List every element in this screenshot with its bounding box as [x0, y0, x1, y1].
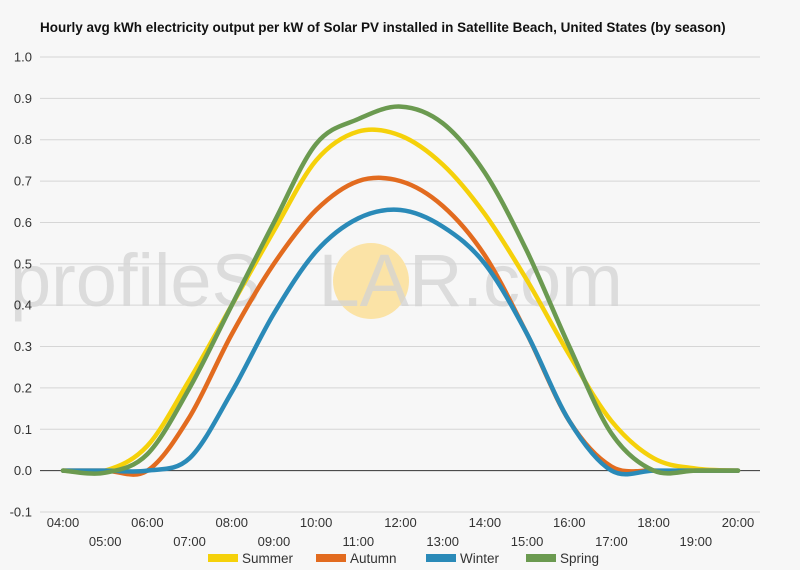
x-tick-label: 20:00 [722, 515, 755, 530]
x-tick-label: 19:00 [680, 534, 713, 549]
y-tick-label: 0.5 [14, 256, 32, 271]
y-tick-label: 1.0 [14, 50, 32, 65]
x-tick-label: 13:00 [426, 534, 459, 549]
x-axis: 04:00 05:00 06:00 07:00 08:00 09:00 10:00 11:00… [47, 515, 755, 549]
legend-label: Spring [560, 551, 599, 566]
x-tick-label: 15:00 [511, 534, 544, 549]
watermark: profileSOLAR.com [10, 239, 623, 322]
y-axis: 1.0 0.9 0.8 0.7 0.6 0.5 0.4 0.3 0.2 0.1 0.0 -0.1 [10, 50, 32, 520]
y-tick-label: -0.1 [10, 505, 32, 520]
y-tick-label: 0.2 [14, 380, 32, 395]
y-tick-label: 0.8 [14, 132, 32, 147]
y-tick-label: 0.4 [14, 298, 32, 313]
watermark-sun-icon [333, 243, 409, 319]
legend-item-autumn[interactable]: Autumn [316, 551, 397, 566]
x-tick-label: 14:00 [469, 515, 502, 530]
legend-item-winter[interactable]: Winter [426, 551, 500, 566]
x-tick-label: 09:00 [258, 534, 291, 549]
legend-label: Winter [460, 551, 500, 566]
x-tick-label: 06:00 [131, 515, 164, 530]
series-line-summer[interactable] [60, 127, 741, 475]
y-tick-label: 0.0 [14, 463, 32, 478]
legend-label: Autumn [350, 551, 397, 566]
legend[interactable]: Summer Autumn Winter Spring [208, 551, 599, 566]
y-tick-label: 0.7 [14, 174, 32, 189]
legend-swatch [526, 554, 556, 562]
legend-swatch [208, 554, 238, 562]
y-tick-label: 0.3 [14, 339, 32, 354]
watermark-text-middle: O [261, 239, 319, 322]
legend-item-spring[interactable]: Spring [526, 551, 599, 566]
x-tick-label: 04:00 [47, 515, 80, 530]
x-tick-label: 07:00 [173, 534, 206, 549]
watermark-text: profileSOLAR.com [10, 239, 623, 322]
y-tick-label: 0.6 [14, 215, 32, 230]
series-line-spring[interactable] [60, 104, 741, 476]
chart-title: Hourly avg kWh electricity output per kW… [40, 20, 726, 35]
x-tick-label: 16:00 [553, 515, 586, 530]
legend-label: Summer [242, 551, 294, 566]
legend-item-summer[interactable]: Summer [208, 551, 294, 566]
x-tick-label: 18:00 [637, 515, 670, 530]
x-tick-label: 12:00 [384, 515, 417, 530]
x-tick-label: 08:00 [215, 515, 248, 530]
legend-swatch [316, 554, 346, 562]
x-tick-label: 10:00 [300, 515, 333, 530]
series-layer [60, 104, 741, 477]
y-tick-label: 0.1 [14, 422, 32, 437]
y-tick-label: 0.9 [14, 91, 32, 106]
x-tick-label: 17:00 [595, 534, 628, 549]
x-tick-label: 11:00 [343, 534, 375, 549]
x-tick-label: 05:00 [89, 534, 122, 549]
series-line-winter[interactable] [60, 207, 741, 477]
legend-swatch [426, 554, 456, 562]
watermark-text-left: profileS [10, 239, 261, 322]
series-line-autumn[interactable] [60, 175, 741, 477]
watermark-text-right: LAR.com [318, 239, 622, 322]
